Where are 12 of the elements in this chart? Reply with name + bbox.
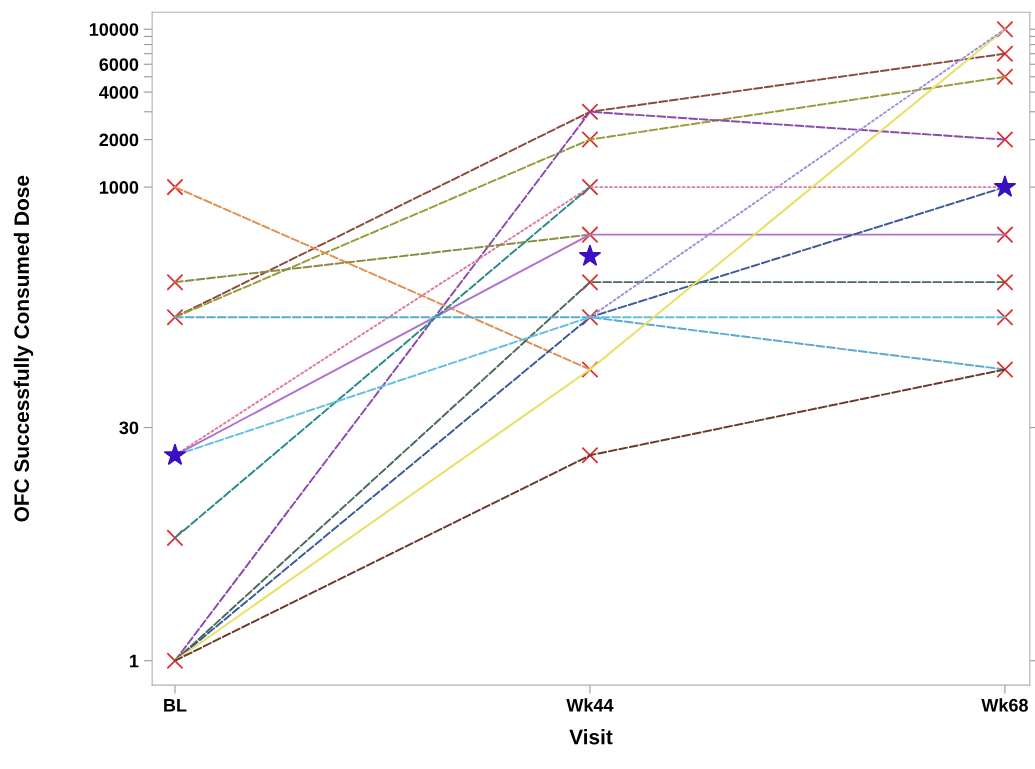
y-tick-label: 30 xyxy=(119,421,139,435)
y-tick-label: 1000 xyxy=(99,181,139,194)
y-tick-label: 2000 xyxy=(99,133,139,147)
x-tick-label: Wk68 xyxy=(981,698,1028,712)
y-tick-label: 10000 xyxy=(89,23,139,36)
y-tick-label: 6000 xyxy=(99,58,139,71)
x-tick-label: Wk44 xyxy=(566,698,614,712)
y-tick-label: 1 xyxy=(130,654,139,668)
y-tick-label: 4000 xyxy=(99,85,139,99)
y-axis-title: OFC Successfully Consumed Dose xyxy=(13,175,34,522)
x-axis-title: Visit xyxy=(569,729,613,745)
x-tick-label: BL xyxy=(164,699,187,712)
